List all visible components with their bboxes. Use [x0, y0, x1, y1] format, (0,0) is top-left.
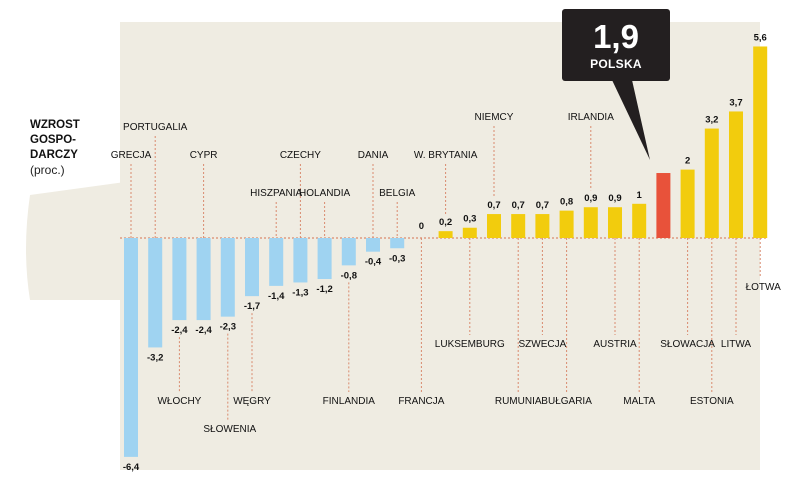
category-label-francja: FRANCJA — [398, 396, 444, 407]
value-label-belgia: -0,3 — [389, 253, 405, 264]
category-label-malta: MALTA — [623, 396, 655, 407]
bar-portugalia — [148, 238, 163, 348]
category-label-czechy: CZECHY — [280, 150, 321, 161]
value-label-niemcy: 0,7 — [487, 200, 500, 211]
category-label-s-owenia: SŁOWENIA — [203, 424, 256, 435]
bar-estonia — [704, 128, 719, 238]
value-label-litwa: 3,7 — [729, 97, 742, 108]
bar-austria — [608, 207, 622, 238]
value-label-w-brytania: 0,2 — [439, 217, 452, 228]
bar-bu-garia — [559, 210, 574, 238]
value-label-grecja: -6,4 — [123, 462, 140, 473]
chart-title: WZROST GOSPO- DARCZY (proc.) — [30, 118, 130, 178]
callout-label: POLSKA — [590, 57, 642, 71]
category-label-szwecja: SZWECJA — [519, 339, 567, 350]
side-wedge — [26, 182, 125, 300]
category-label-w-ochy: WŁOCHY — [157, 396, 201, 407]
highlight-callout: 1,9 POLSKA — [562, 9, 670, 81]
bar-cypr — [196, 238, 211, 321]
category-label-niemcy: NIEMCY — [475, 112, 514, 123]
bar-irlandia — [583, 207, 598, 238]
bar-rumunia — [511, 214, 526, 238]
value-label-estonia: 3,2 — [705, 115, 718, 126]
bar-s-owacja — [680, 169, 695, 238]
title-line-3: DARCZY — [30, 149, 78, 161]
bar-luksemburg — [462, 227, 477, 238]
category-label-w-gry: WĘGRY — [233, 396, 271, 407]
category-label-grecja: GRECJA — [111, 150, 152, 161]
category-label-luksemburg: LUKSEMBURG — [435, 339, 505, 350]
category-label-otwa: ŁOTWA — [746, 282, 782, 293]
callout-value: 1,9 — [593, 18, 639, 55]
bars-layer — [124, 46, 768, 457]
category-label-litwa: LITWA — [721, 339, 752, 350]
background-panel — [120, 22, 760, 470]
value-label-s-owenia: -2,3 — [220, 322, 236, 333]
bar-s-owenia — [220, 238, 235, 317]
bar-dania — [366, 238, 380, 252]
category-label-finlandia: FINLANDIA — [323, 396, 376, 407]
leaders-layer — [130, 126, 761, 420]
value-label-w-ochy: -2,4 — [171, 325, 188, 336]
bar-szwecja — [535, 214, 550, 238]
bar-holandia — [317, 238, 332, 280]
value-label-czechy: -1,3 — [292, 287, 308, 298]
bar-w-ochy — [172, 238, 187, 321]
value-label-irlandia: 0,9 — [584, 193, 597, 204]
value-label-holandia: -1,2 — [316, 284, 332, 295]
value-label-cypr: -2,4 — [195, 325, 212, 336]
value-label-austria: 0,9 — [608, 193, 621, 204]
category-label-hiszpania: HISZPANIA — [250, 188, 302, 199]
bar-niemcy — [487, 214, 501, 238]
category-label-belgia: BELGIA — [379, 188, 415, 199]
title-subtitle: (proc.) — [30, 163, 65, 177]
category-label-w-brytania: W. BRYTANIA — [414, 150, 478, 161]
category-label-estonia: ESTONIA — [690, 396, 734, 407]
bar-malta — [632, 203, 647, 238]
bar-finlandia — [341, 238, 356, 266]
value-label-malta: 1 — [637, 190, 643, 201]
value-label-finlandia: -0,8 — [341, 270, 357, 281]
value-label-otwa: 5,6 — [754, 32, 767, 43]
title-line-1: WZROST — [30, 119, 80, 131]
value-label-rumunia: 0,7 — [512, 200, 525, 211]
category-label-portugalia: PORTUGALIA — [123, 122, 188, 133]
category-label-holandia: HOLANDIA — [299, 188, 350, 199]
category-label-rumunia: RUMUNIA — [495, 396, 542, 407]
category-label-irlandia: IRLANDIA — [568, 112, 614, 123]
bar-belgia — [390, 238, 405, 249]
bar-czechy — [293, 238, 308, 283]
title-line-2: GOSPO- — [30, 134, 77, 146]
labels-layer: -6,4 GRECJA -3,2 PORTUGALIA -2,4 WŁOCHY -2,4 CY… — [111, 32, 781, 472]
category-label-s-owacja: SŁOWACJA — [660, 339, 715, 350]
bar-polska — [656, 173, 671, 238]
value-label-szwecja: 0,7 — [536, 200, 549, 211]
category-label-bu-garia: BUŁGARIA — [541, 396, 592, 407]
value-label-s-owacja: 2 — [685, 156, 690, 167]
bar-hiszpania — [269, 238, 284, 286]
category-label-dania: DANIA — [358, 150, 389, 161]
bar-w-gry — [245, 238, 259, 297]
bar-w-brytania — [438, 231, 453, 238]
callout-pointer — [612, 80, 650, 160]
category-label-austria: AUSTRIA — [593, 339, 637, 350]
bar-litwa — [729, 111, 743, 238]
bar-grecja — [124, 238, 138, 457]
value-label-w-gry: -1,7 — [244, 301, 260, 312]
value-label-francja: 0 — [419, 221, 424, 232]
value-label-portugalia: -3,2 — [147, 352, 163, 363]
value-label-hiszpania: -1,4 — [268, 291, 285, 302]
category-label-cypr: CYPR — [190, 150, 218, 161]
bar-otwa — [753, 46, 768, 239]
value-label-dania: -0,4 — [365, 257, 382, 268]
value-label-bu-garia: 0,8 — [560, 197, 573, 208]
value-label-luksemburg: 0,3 — [463, 214, 476, 225]
